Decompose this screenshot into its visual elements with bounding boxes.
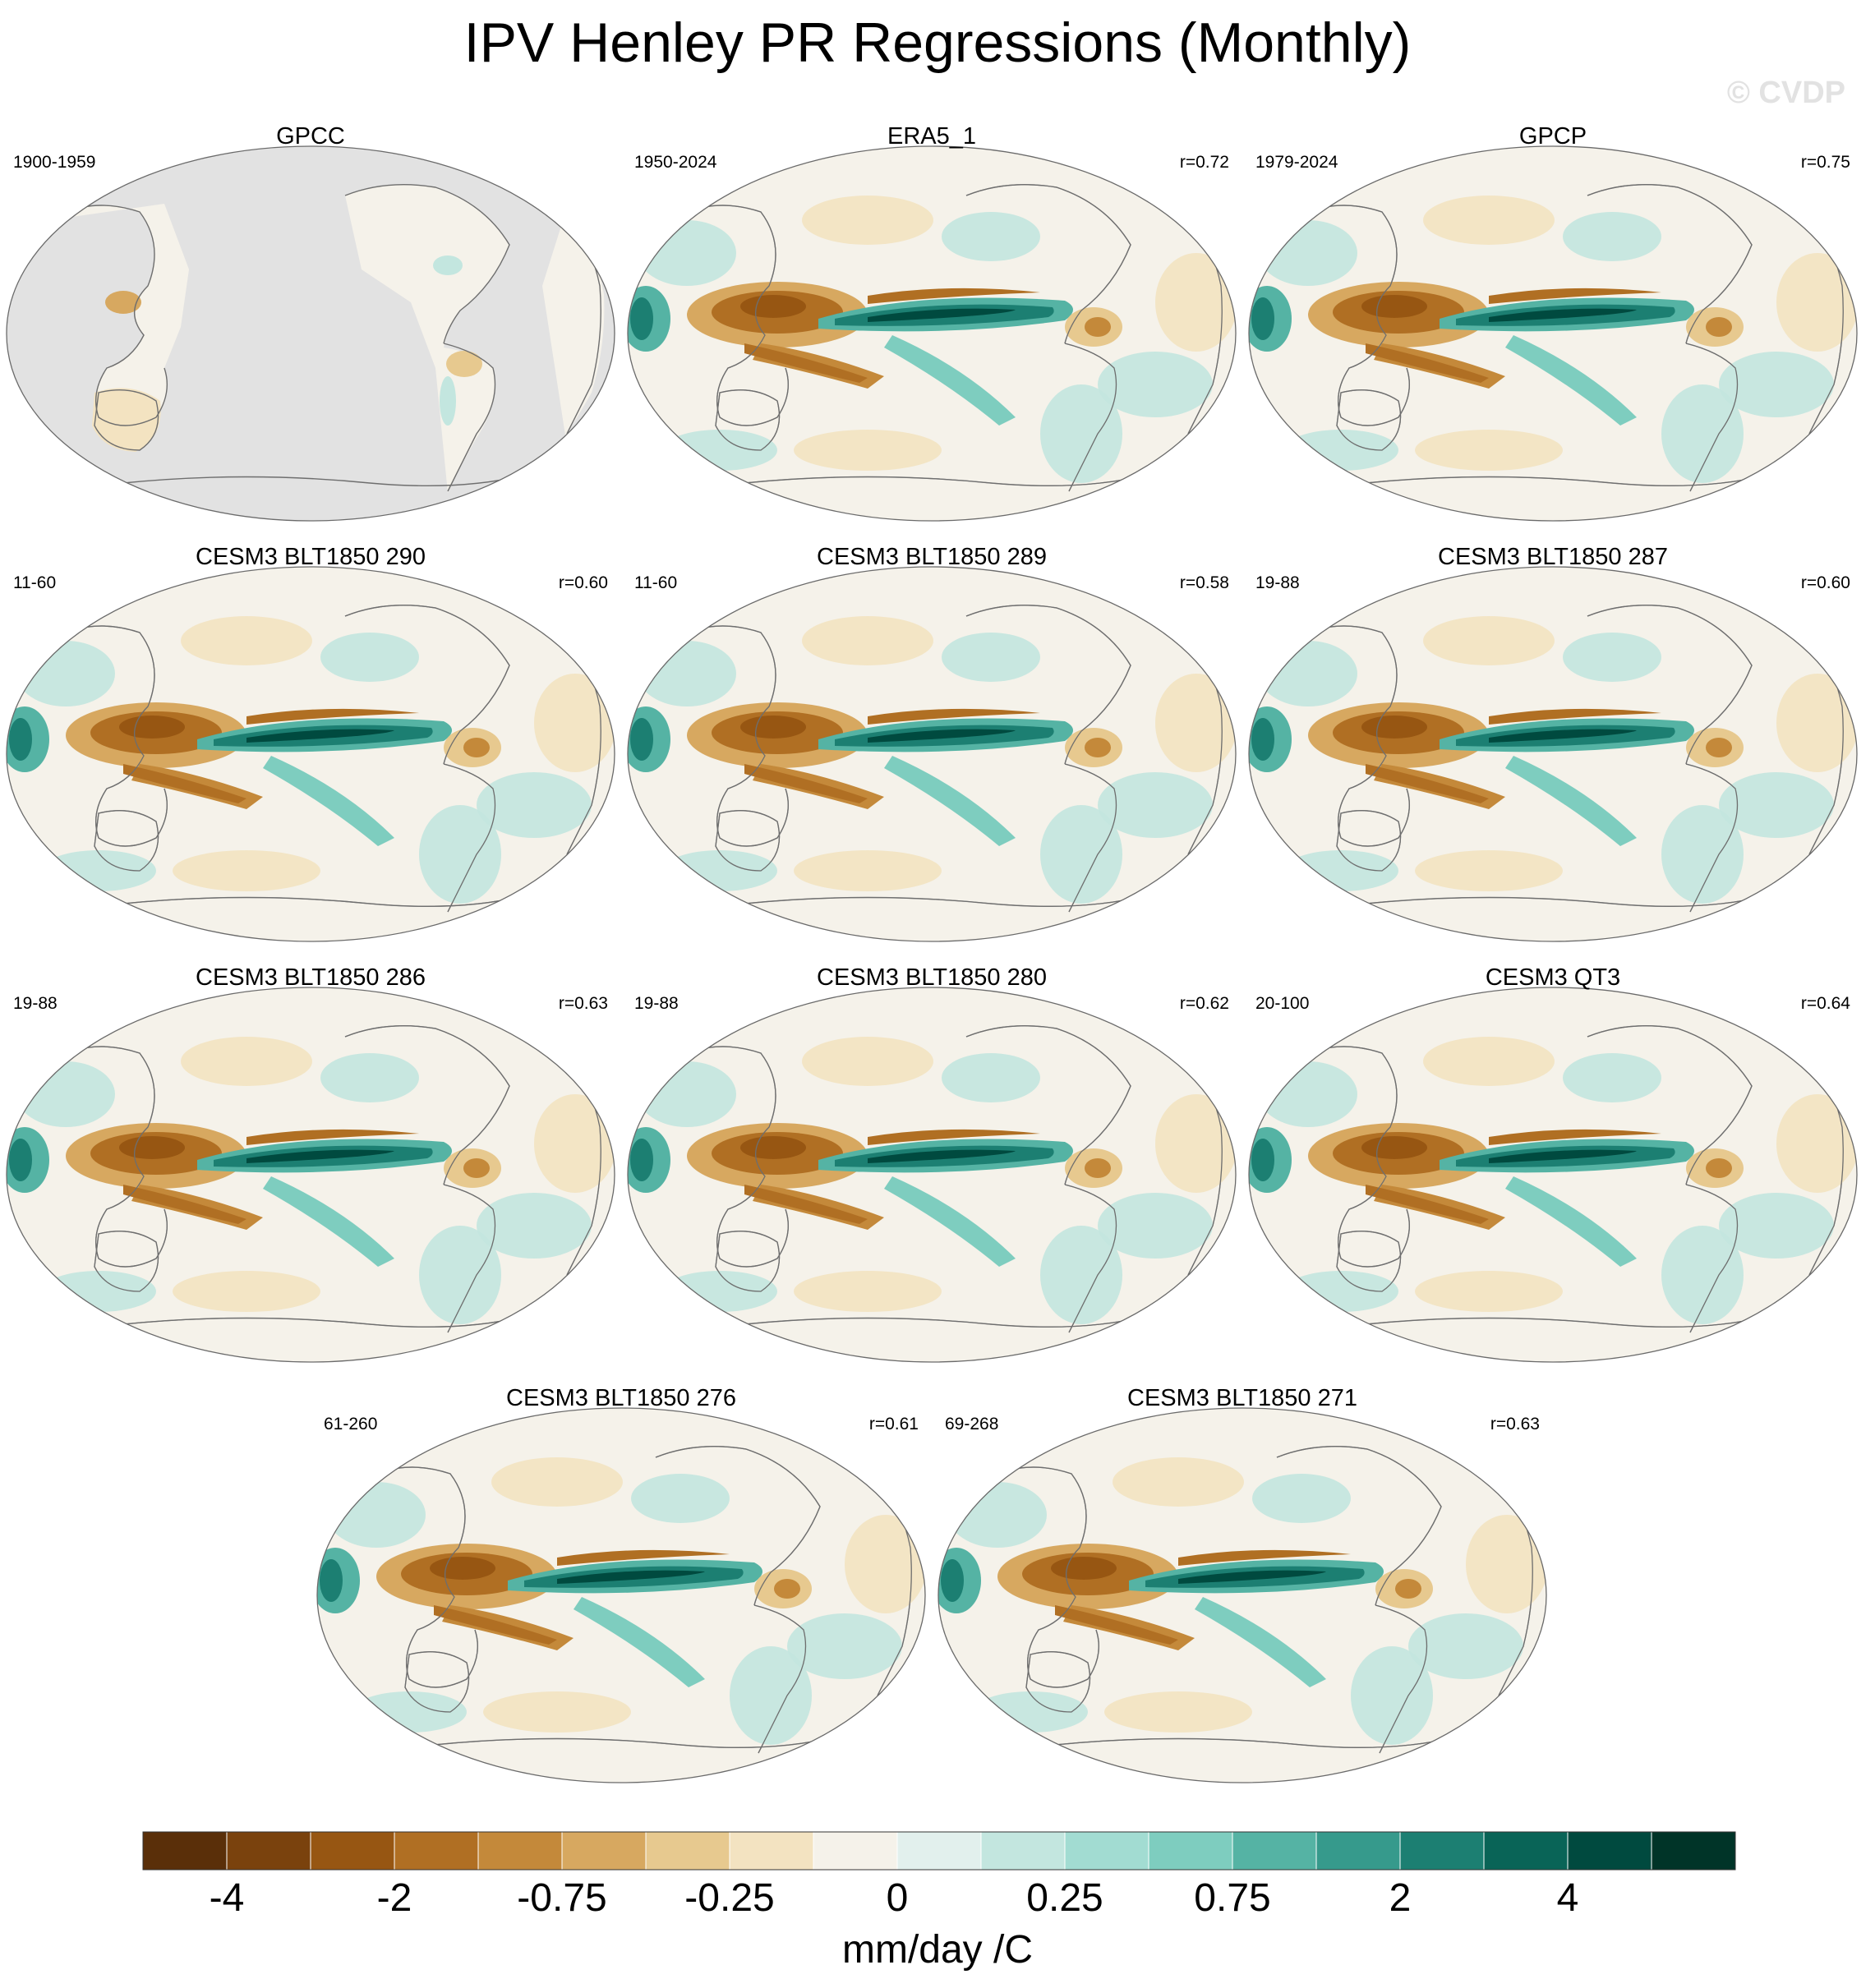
colorbar-swatch <box>729 1831 814 1871</box>
panel-correlation: r=0.63 <box>558 994 608 1013</box>
panel-title: CESM3 BLT1850 287 <box>1438 544 1668 570</box>
colorbar-tick-label: 0 <box>886 1876 909 1920</box>
colorbar-swatch <box>980 1831 1066 1871</box>
colorbar-tick-label: -0.75 <box>517 1876 607 1920</box>
map-projection <box>627 145 1237 522</box>
map-panel: CESM3 BLT1850 271 69-268 r=0.63 <box>932 1383 1553 1794</box>
map-projection <box>316 1407 926 1783</box>
panel-title: CESM3 BLT1850 276 <box>506 1385 736 1411</box>
colorbar-swatch <box>226 1831 311 1871</box>
panel-period: 19-88 <box>1255 573 1300 592</box>
panel-correlation: r=0.60 <box>1800 573 1850 592</box>
colorbar-tick-label: 2 <box>1389 1876 1412 1920</box>
cvdp-watermark: © CVDP <box>1726 76 1845 110</box>
panel-period: 20-100 <box>1255 994 1310 1013</box>
panel-correlation: r=0.64 <box>1800 994 1850 1013</box>
colorbar-tick-label: -0.25 <box>684 1876 775 1920</box>
panel-title: CESM3 BLT1850 286 <box>196 964 426 991</box>
map-panel: CESM3 BLT1850 286 19-88 r=0.63 <box>0 963 621 1374</box>
panel-correlation: r=0.75 <box>1800 153 1850 172</box>
map-projection <box>627 987 1237 1363</box>
colorbar-swatch <box>1399 1831 1485 1871</box>
colorbar-swatch <box>1148 1831 1233 1871</box>
panel-correlation: r=0.72 <box>1179 153 1229 172</box>
panel-correlation: r=0.63 <box>1490 1415 1540 1433</box>
colorbar-swatch <box>1232 1831 1317 1871</box>
map-panel: CESM3 BLT1850 276 61-260 r=0.61 <box>311 1383 932 1794</box>
map-panel: CESM3 QT3 20-100 r=0.64 <box>1242 963 1863 1374</box>
map-projection <box>6 145 615 522</box>
colorbar-tick-label: 0.25 <box>1026 1876 1103 1920</box>
panel-title: CESM3 QT3 <box>1485 964 1621 991</box>
figure-title: IPV Henley PR Regressions (Monthly) <box>463 12 1412 74</box>
map-projection <box>1248 145 1858 522</box>
colorbar-units: mm/day /C <box>841 1928 1034 1972</box>
panel-period: 19-88 <box>13 994 58 1013</box>
map-panel: GPCP 1979-2024 r=0.75 <box>1242 122 1863 532</box>
panel-correlation: r=0.61 <box>868 1415 919 1433</box>
map-panel: CESM3 BLT1850 280 19-88 r=0.62 <box>621 963 1242 1374</box>
panel-period: 19-88 <box>634 994 679 1013</box>
colorbar-swatch <box>1064 1831 1149 1871</box>
panel-period: 69-268 <box>945 1415 999 1433</box>
colorbar-tick-label: 4 <box>1556 1876 1579 1920</box>
map-projection <box>6 987 615 1363</box>
map-panel: CESM3 BLT1850 289 11-60 r=0.58 <box>621 542 1242 953</box>
panel-correlation: r=0.60 <box>558 573 608 592</box>
panel-title: CESM3 BLT1850 289 <box>817 544 1047 570</box>
panel-title: ERA5_1 <box>887 123 976 150</box>
panel-title: GPCC <box>276 123 345 150</box>
colorbar-tick-label: 0.75 <box>1194 1876 1271 1920</box>
panel-period: 11-60 <box>634 573 678 592</box>
panel-period: 11-60 <box>13 573 57 592</box>
panel-correlation: r=0.62 <box>1179 994 1229 1013</box>
map-projection <box>1248 566 1858 942</box>
colorbar-swatch <box>813 1831 898 1871</box>
colorbar-swatch <box>1483 1831 1569 1871</box>
panel-correlation: r=0.58 <box>1179 573 1229 592</box>
panel-period: 1900-1959 <box>13 153 96 172</box>
colorbar-swatch <box>477 1831 563 1871</box>
map-panel: ERA5_1 1950-2024 r=0.72 <box>621 122 1242 532</box>
colorbar-swatch <box>310 1831 395 1871</box>
colorbar-swatch <box>645 1831 730 1871</box>
map-projection <box>627 566 1237 942</box>
map-panel: CESM3 BLT1850 287 19-88 r=0.60 <box>1242 542 1863 953</box>
map-projection <box>6 566 615 942</box>
colorbar-swatch <box>1567 1831 1652 1871</box>
panel-title: CESM3 BLT1850 280 <box>817 964 1047 991</box>
map-panel: GPCC 1900-1959 <box>0 122 621 532</box>
colorbar-swatch <box>896 1831 982 1871</box>
panel-period: 1950-2024 <box>634 153 717 172</box>
colorbar-swatch <box>1651 1831 1736 1871</box>
colorbar-swatch <box>1315 1831 1401 1871</box>
colorbar-tick-label: -2 <box>376 1876 412 1920</box>
map-projection <box>1248 987 1858 1363</box>
colorbar-swatch <box>142 1831 228 1871</box>
panel-title: GPCP <box>1518 123 1587 150</box>
colorbar-swatch <box>394 1831 479 1871</box>
panel-title: CESM3 BLT1850 271 <box>1127 1385 1357 1411</box>
panel-period: 61-260 <box>324 1415 378 1433</box>
panel-title: CESM3 BLT1850 290 <box>196 544 426 570</box>
map-panel: CESM3 BLT1850 290 11-60 r=0.60 <box>0 542 621 953</box>
panel-period: 1979-2024 <box>1255 153 1338 172</box>
map-projection <box>938 1407 1547 1783</box>
colorbar-tick-label: -4 <box>209 1876 245 1920</box>
colorbar-swatch <box>561 1831 647 1871</box>
